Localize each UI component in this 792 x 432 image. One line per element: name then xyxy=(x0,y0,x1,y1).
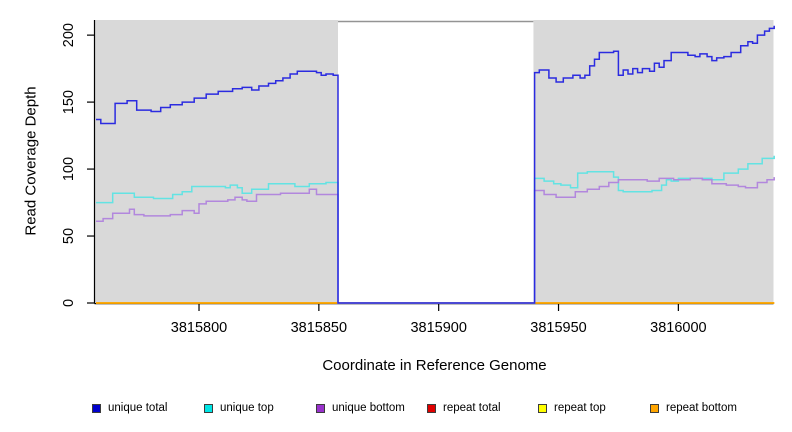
x-tick-label: 3815800 xyxy=(171,320,227,336)
y-tick-label: 200 xyxy=(61,23,77,47)
series-line-unique-total xyxy=(96,25,775,304)
y-tick-label: 150 xyxy=(61,90,77,114)
x-tick-label: 3815900 xyxy=(410,320,466,336)
legend-label: unique total xyxy=(108,402,168,414)
legend-swatch-repeat-bottom xyxy=(650,403,659,413)
y-tick-label: 50 xyxy=(61,228,77,244)
legend-label: unique bottom xyxy=(332,402,405,414)
x-axis-title: Coordinate in Reference Genome xyxy=(322,357,547,374)
legend-label: unique top xyxy=(220,402,274,414)
repeat-gap-region xyxy=(338,21,534,303)
legend-label: repeat top xyxy=(554,402,606,414)
legend-item-unique-top: unique top xyxy=(204,402,274,414)
legend-item-repeat-top: repeat top xyxy=(538,402,606,414)
x-tick-label: 3815850 xyxy=(291,320,347,336)
y-tick-label: 100 xyxy=(61,157,77,181)
legend-swatch-unique-bottom xyxy=(316,403,325,413)
legend-label: repeat bottom xyxy=(666,402,737,414)
x-tick-label: 3816000 xyxy=(650,320,706,336)
legend-item-unique-bottom: unique bottom xyxy=(316,402,405,414)
legend-label: repeat total xyxy=(443,402,501,414)
x-tick-label: 3815950 xyxy=(530,320,586,336)
legend-item-repeat-total: repeat total xyxy=(427,402,501,414)
y-tick-label: 0 xyxy=(61,299,77,307)
legend-swatch-repeat-top xyxy=(538,403,547,413)
plot-background-left xyxy=(95,20,339,303)
plot-background-right xyxy=(533,20,774,303)
legend-swatch-unique-total xyxy=(92,403,101,413)
legend-item-unique-total: unique total xyxy=(92,402,167,414)
legend-item-repeat-bottom: repeat bottom xyxy=(650,402,737,414)
y-axis-title: Read Coverage Depth xyxy=(22,86,40,236)
legend-swatch-repeat-total xyxy=(427,403,436,413)
legend-swatch-unique-top xyxy=(204,403,213,413)
